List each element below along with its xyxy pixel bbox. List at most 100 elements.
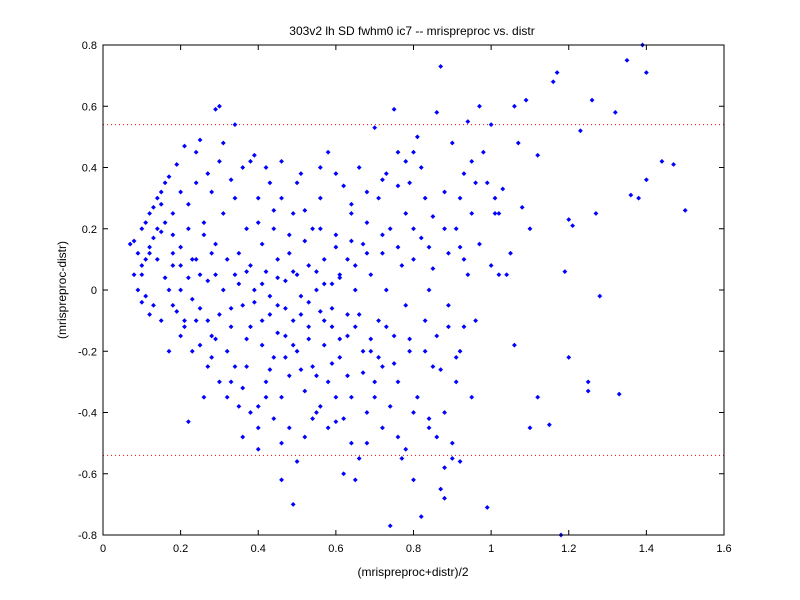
data-point [492, 210, 498, 216]
y-tick-label: 0.2 [82, 224, 97, 236]
data-point [411, 149, 416, 155]
data-point [469, 394, 475, 400]
data-point [511, 103, 517, 109]
data-point [403, 158, 409, 164]
data-point [310, 364, 316, 370]
data-point [376, 354, 382, 360]
data-point [449, 440, 455, 446]
data-point [395, 244, 401, 250]
data-point [341, 183, 347, 189]
data-point [174, 308, 180, 314]
data-point [325, 425, 331, 431]
data-point [391, 106, 397, 112]
data-point [379, 364, 385, 370]
data-point [135, 250, 141, 256]
data-point [170, 302, 176, 308]
data-point [275, 302, 281, 308]
data-point [329, 305, 335, 311]
data-point [185, 419, 191, 425]
data-point [577, 128, 583, 134]
data-point [671, 161, 677, 167]
data-point [154, 256, 160, 262]
data-point [469, 158, 475, 164]
data-point [182, 143, 187, 149]
data-point [484, 180, 490, 186]
data-point [496, 272, 502, 278]
data-point [325, 149, 331, 155]
data-point [302, 238, 308, 244]
data-point [476, 241, 482, 247]
data-point [387, 523, 393, 529]
data-point [434, 109, 440, 115]
data-point [275, 256, 281, 262]
data-point [248, 158, 253, 164]
data-point [189, 348, 195, 354]
data-point [430, 364, 436, 370]
data-point [500, 186, 506, 192]
data-point [213, 336, 219, 342]
data-point [317, 403, 323, 409]
data-point [193, 318, 199, 324]
data-point [430, 214, 436, 219]
data-point [224, 348, 230, 354]
data-point [178, 244, 184, 250]
data-point [442, 226, 448, 232]
data-point [585, 379, 591, 385]
data-point [259, 342, 265, 348]
data-point [337, 354, 343, 360]
data-point [236, 281, 242, 287]
data-point [438, 63, 444, 69]
data-point [364, 440, 370, 446]
data-point [216, 103, 222, 109]
data-point [251, 287, 257, 293]
data-point [162, 180, 168, 186]
data-point [306, 263, 312, 268]
data-point [294, 180, 300, 186]
data-point [263, 379, 269, 385]
data-point [442, 495, 448, 501]
data-point [348, 201, 354, 207]
data-point [189, 296, 195, 302]
data-point [624, 57, 630, 63]
data-point [244, 364, 250, 370]
data-point [352, 287, 358, 293]
data-point [333, 394, 339, 400]
data-point [379, 425, 385, 431]
data-point [228, 324, 234, 330]
data-point [426, 425, 432, 431]
data-point [449, 140, 455, 146]
data-point [527, 425, 533, 431]
data-point [197, 342, 203, 348]
data-point [286, 373, 292, 379]
data-point [407, 180, 413, 186]
data-point [170, 210, 176, 216]
data-point [438, 367, 444, 373]
data-point [383, 324, 389, 330]
data-point [519, 204, 525, 210]
data-point [372, 394, 378, 400]
data-point [158, 229, 164, 235]
data-point [255, 403, 261, 409]
data-point [527, 226, 533, 232]
data-point [271, 416, 277, 422]
data-point [135, 287, 141, 293]
data-point [465, 272, 471, 278]
data-point [162, 275, 168, 281]
data-point [422, 318, 428, 324]
data-point [150, 204, 156, 210]
data-point [147, 250, 153, 256]
data-point [442, 410, 448, 415]
data-point [170, 232, 176, 238]
data-point [166, 287, 172, 293]
data-point [275, 330, 281, 336]
data-point [643, 177, 649, 183]
data-point [480, 149, 486, 155]
y-tick-label: 0.4 [82, 163, 97, 175]
data-point [294, 348, 300, 354]
data-point [368, 272, 374, 278]
data-point [364, 220, 370, 226]
data-point [267, 293, 273, 299]
data-point [422, 195, 428, 201]
data-point [321, 318, 327, 324]
data-point [244, 336, 250, 342]
